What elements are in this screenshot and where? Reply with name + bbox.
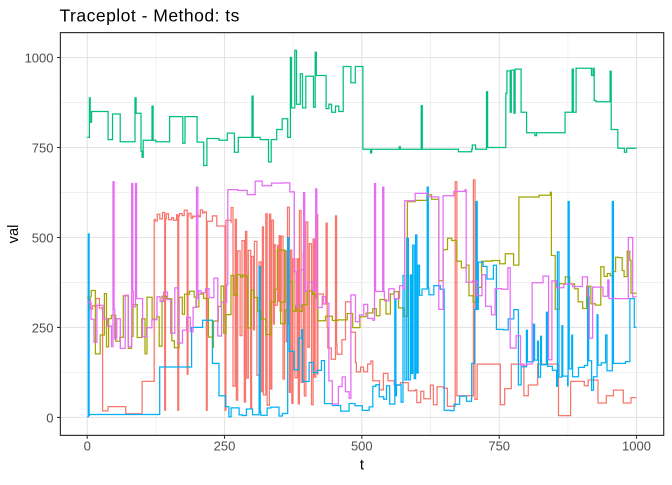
- svg-text:t: t: [360, 458, 364, 474]
- svg-text:500: 500: [351, 439, 373, 454]
- svg-text:250: 250: [214, 439, 236, 454]
- svg-text:0: 0: [84, 439, 91, 454]
- svg-text:1000: 1000: [622, 439, 651, 454]
- svg-text:0: 0: [46, 411, 53, 426]
- svg-text:Traceplot - Method: ts: Traceplot - Method: ts: [60, 5, 240, 25]
- svg-text:750: 750: [32, 141, 54, 156]
- svg-text:1000: 1000: [25, 51, 54, 66]
- svg-text:750: 750: [488, 439, 510, 454]
- svg-text:250: 250: [32, 321, 54, 336]
- svg-text:val: val: [6, 225, 22, 244]
- svg-text:500: 500: [32, 231, 54, 246]
